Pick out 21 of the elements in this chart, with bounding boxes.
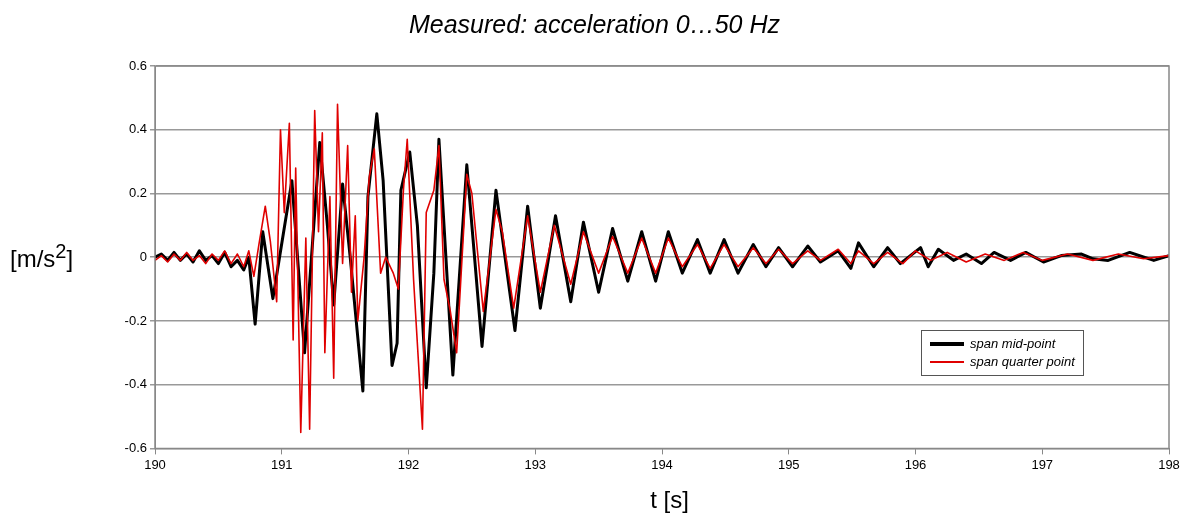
x-tick-label: 197 bbox=[1031, 456, 1054, 472]
x-axis-title: t [s] bbox=[649, 486, 690, 514]
x-tick-label: 193 bbox=[524, 456, 547, 472]
y-tick-label: -0.4 bbox=[124, 376, 147, 392]
legend-label: span mid-point bbox=[970, 335, 1056, 354]
y-axis-title: [m/s$^{2}$] bbox=[10, 240, 74, 273]
y-tick-label: -0.2 bbox=[124, 312, 147, 328]
x-tick-label: 192 bbox=[397, 456, 420, 472]
x-tick-label: 190 bbox=[144, 456, 166, 472]
x-tick-label: 195 bbox=[777, 456, 800, 472]
x-tick-label: 198 bbox=[1158, 456, 1180, 472]
y-tick-label: 0.6 bbox=[128, 57, 147, 73]
legend-label: span quarter point bbox=[970, 353, 1075, 372]
x-tick-label: 191 bbox=[270, 456, 293, 472]
chart-title: Measured: acceleration 0…50 Hz bbox=[408, 10, 781, 39]
y-tick-label: 0.2 bbox=[128, 185, 147, 201]
x-tick-label: 196 bbox=[904, 456, 927, 472]
y-tick-label: 0 bbox=[139, 248, 147, 264]
y-tick-label: 0.4 bbox=[128, 121, 147, 137]
y-tick-label: -0.6 bbox=[124, 439, 147, 455]
x-tick-label: 194 bbox=[651, 456, 673, 472]
